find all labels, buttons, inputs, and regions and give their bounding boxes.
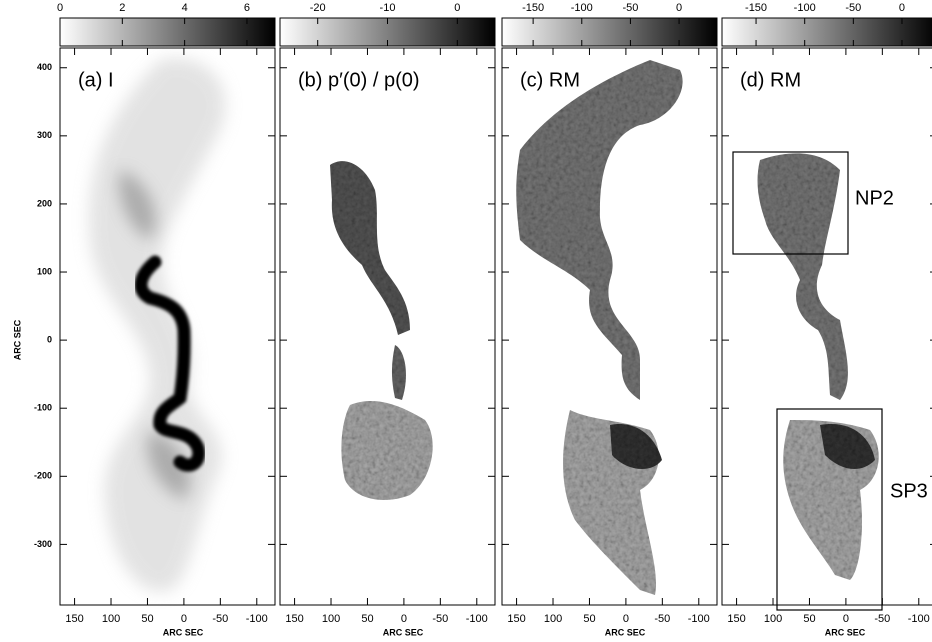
panel-frame	[721, 47, 932, 606]
x-tick-label: 100	[544, 613, 562, 625]
box-label: SP3	[890, 480, 928, 502]
colorbar-tick-label: -10	[380, 2, 396, 14]
x-axis-label: ARC SEC	[163, 627, 204, 637]
y-tick-label: -200	[34, 471, 52, 481]
rm-image-d	[757, 153, 879, 580]
y-tick-label: 100	[37, 266, 52, 276]
x-tick-label: 100	[322, 613, 340, 625]
y-axis-label: ARC SEC	[12, 319, 22, 360]
colorbar-tick-label: 0	[454, 2, 460, 14]
x-tick-label: 100	[102, 613, 120, 625]
intensity-image	[89, 58, 226, 592]
x-tick-label: 50	[141, 613, 153, 625]
y-tick-label: -300	[34, 539, 52, 549]
fractional-pol-image	[330, 161, 433, 500]
x-tick-label: 0	[401, 613, 407, 625]
colorbar-tick-label: -100	[571, 2, 593, 14]
colorbar-tick-label: -50	[845, 2, 861, 14]
x-tick-label: -50	[212, 613, 228, 625]
colorbar	[59, 17, 276, 47]
panel-label: (d) RM	[740, 69, 801, 91]
x-tick-label: 0	[181, 613, 187, 625]
colorbar-tick-label: 0	[899, 2, 905, 14]
y-tick-label: 0	[47, 334, 52, 344]
x-tick-label: 100	[764, 613, 782, 625]
x-tick-label: 150	[65, 613, 83, 625]
panel-label: (b) p′(0) / p(0)	[298, 69, 420, 91]
colorbar-tick-label: 6	[244, 2, 250, 14]
y-tick-label: -100	[34, 403, 52, 413]
x-tick-label: 0	[623, 613, 629, 625]
x-tick-label: -100	[246, 613, 268, 625]
x-tick-label: 150	[285, 613, 303, 625]
sp3-box	[776, 408, 883, 611]
colorbar-tick-label: -150	[522, 2, 544, 14]
rm-image-c	[516, 60, 683, 595]
box-label: NP2	[855, 187, 894, 209]
x-tick-label: 0	[843, 613, 849, 625]
x-tick-label: -50	[432, 613, 448, 625]
colorbar	[501, 17, 718, 47]
np2-box	[732, 151, 849, 255]
x-tick-label: 50	[361, 613, 373, 625]
x-tick-label: -50	[874, 613, 890, 625]
y-tick-label: 300	[37, 130, 52, 140]
panel-label: (c) RM	[520, 69, 580, 91]
panel-frame	[59, 47, 276, 606]
x-axis-label: ARC SEC	[825, 627, 866, 637]
colorbar-tick-label: -100	[794, 2, 816, 14]
x-axis-label: ARC SEC	[605, 627, 646, 637]
colorbar-tick-label: 0	[57, 2, 63, 14]
x-tick-label: 150	[727, 613, 745, 625]
x-tick-label: -50	[654, 613, 670, 625]
x-tick-label: -100	[688, 613, 710, 625]
y-tick-label: 400	[37, 62, 52, 72]
x-axis-label: ARC SEC	[383, 627, 424, 637]
colorbar-tick-label: -20	[310, 2, 326, 14]
y-tick-label: 200	[37, 198, 52, 208]
x-tick-label: -100	[466, 613, 488, 625]
colorbar	[721, 17, 932, 47]
panel-frame	[501, 47, 718, 606]
colorbar-tick-label: 0	[676, 2, 682, 14]
panel-label: (a) I	[78, 69, 114, 91]
colorbar-tick-label: 2	[119, 2, 125, 14]
colorbar-tick-label: -50	[622, 2, 638, 14]
x-tick-label: -100	[908, 613, 930, 625]
x-tick-label: 150	[507, 613, 525, 625]
x-tick-label: 50	[803, 613, 815, 625]
colorbar-tick-label: 4	[182, 2, 188, 14]
x-tick-label: 50	[583, 613, 595, 625]
panel-frame	[279, 47, 496, 606]
colorbar-tick-label: -150	[745, 2, 767, 14]
